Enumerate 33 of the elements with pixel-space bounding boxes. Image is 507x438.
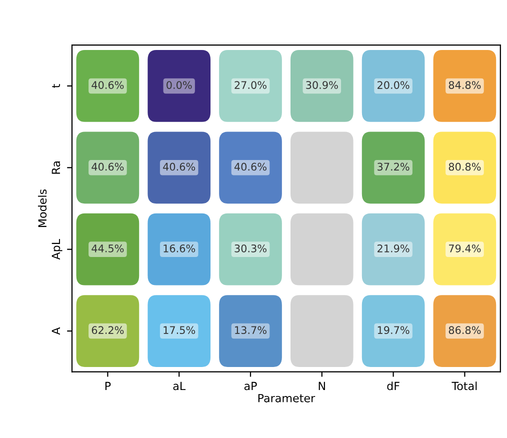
data-label: 30.9%	[306, 81, 338, 89]
data-label: 16.6%	[164, 244, 196, 252]
data-label: 44.5%	[92, 244, 124, 252]
data-label: 13.7%	[235, 326, 266, 334]
x-tick-label: N	[318, 382, 325, 390]
data-label: 40.6%	[163, 162, 196, 171]
data-label: 86.8%	[448, 326, 481, 334]
y-tick-label: A	[52, 327, 60, 335]
data-label: 40.6%	[92, 162, 124, 171]
data-label: 21.9%	[378, 244, 410, 252]
data-label: 80.8%	[448, 162, 481, 171]
data-label: 20.0%	[378, 81, 410, 89]
y-tick-label: Ra	[52, 162, 60, 174]
data-label: 37.2%	[378, 162, 410, 171]
data-label: 19.7%	[378, 326, 410, 334]
y-tick-label: t	[52, 84, 60, 88]
x-axis-title: Parameter	[258, 394, 316, 402]
x-tick-label: Total	[452, 382, 477, 390]
data-label: 17.5%	[164, 326, 196, 334]
x-tick-label: aL	[173, 382, 186, 390]
data-label: 30.3%	[234, 244, 266, 252]
x-tick-label: dF	[387, 382, 400, 390]
data-label: 40.6%	[92, 81, 124, 89]
data-label: 79.4%	[449, 244, 481, 252]
data-label: 27.0%	[234, 81, 266, 89]
x-tick-label: aP	[244, 382, 257, 390]
x-tick-label: P	[105, 382, 111, 390]
y-tick-label: ApL	[52, 238, 62, 260]
data-label: 0.0%	[166, 81, 192, 89]
data-label: 40.6%	[234, 162, 266, 171]
data-label: 84.8%	[448, 81, 481, 89]
data-label: 62.2%	[92, 326, 124, 334]
y-axis-title: Models	[38, 189, 47, 227]
